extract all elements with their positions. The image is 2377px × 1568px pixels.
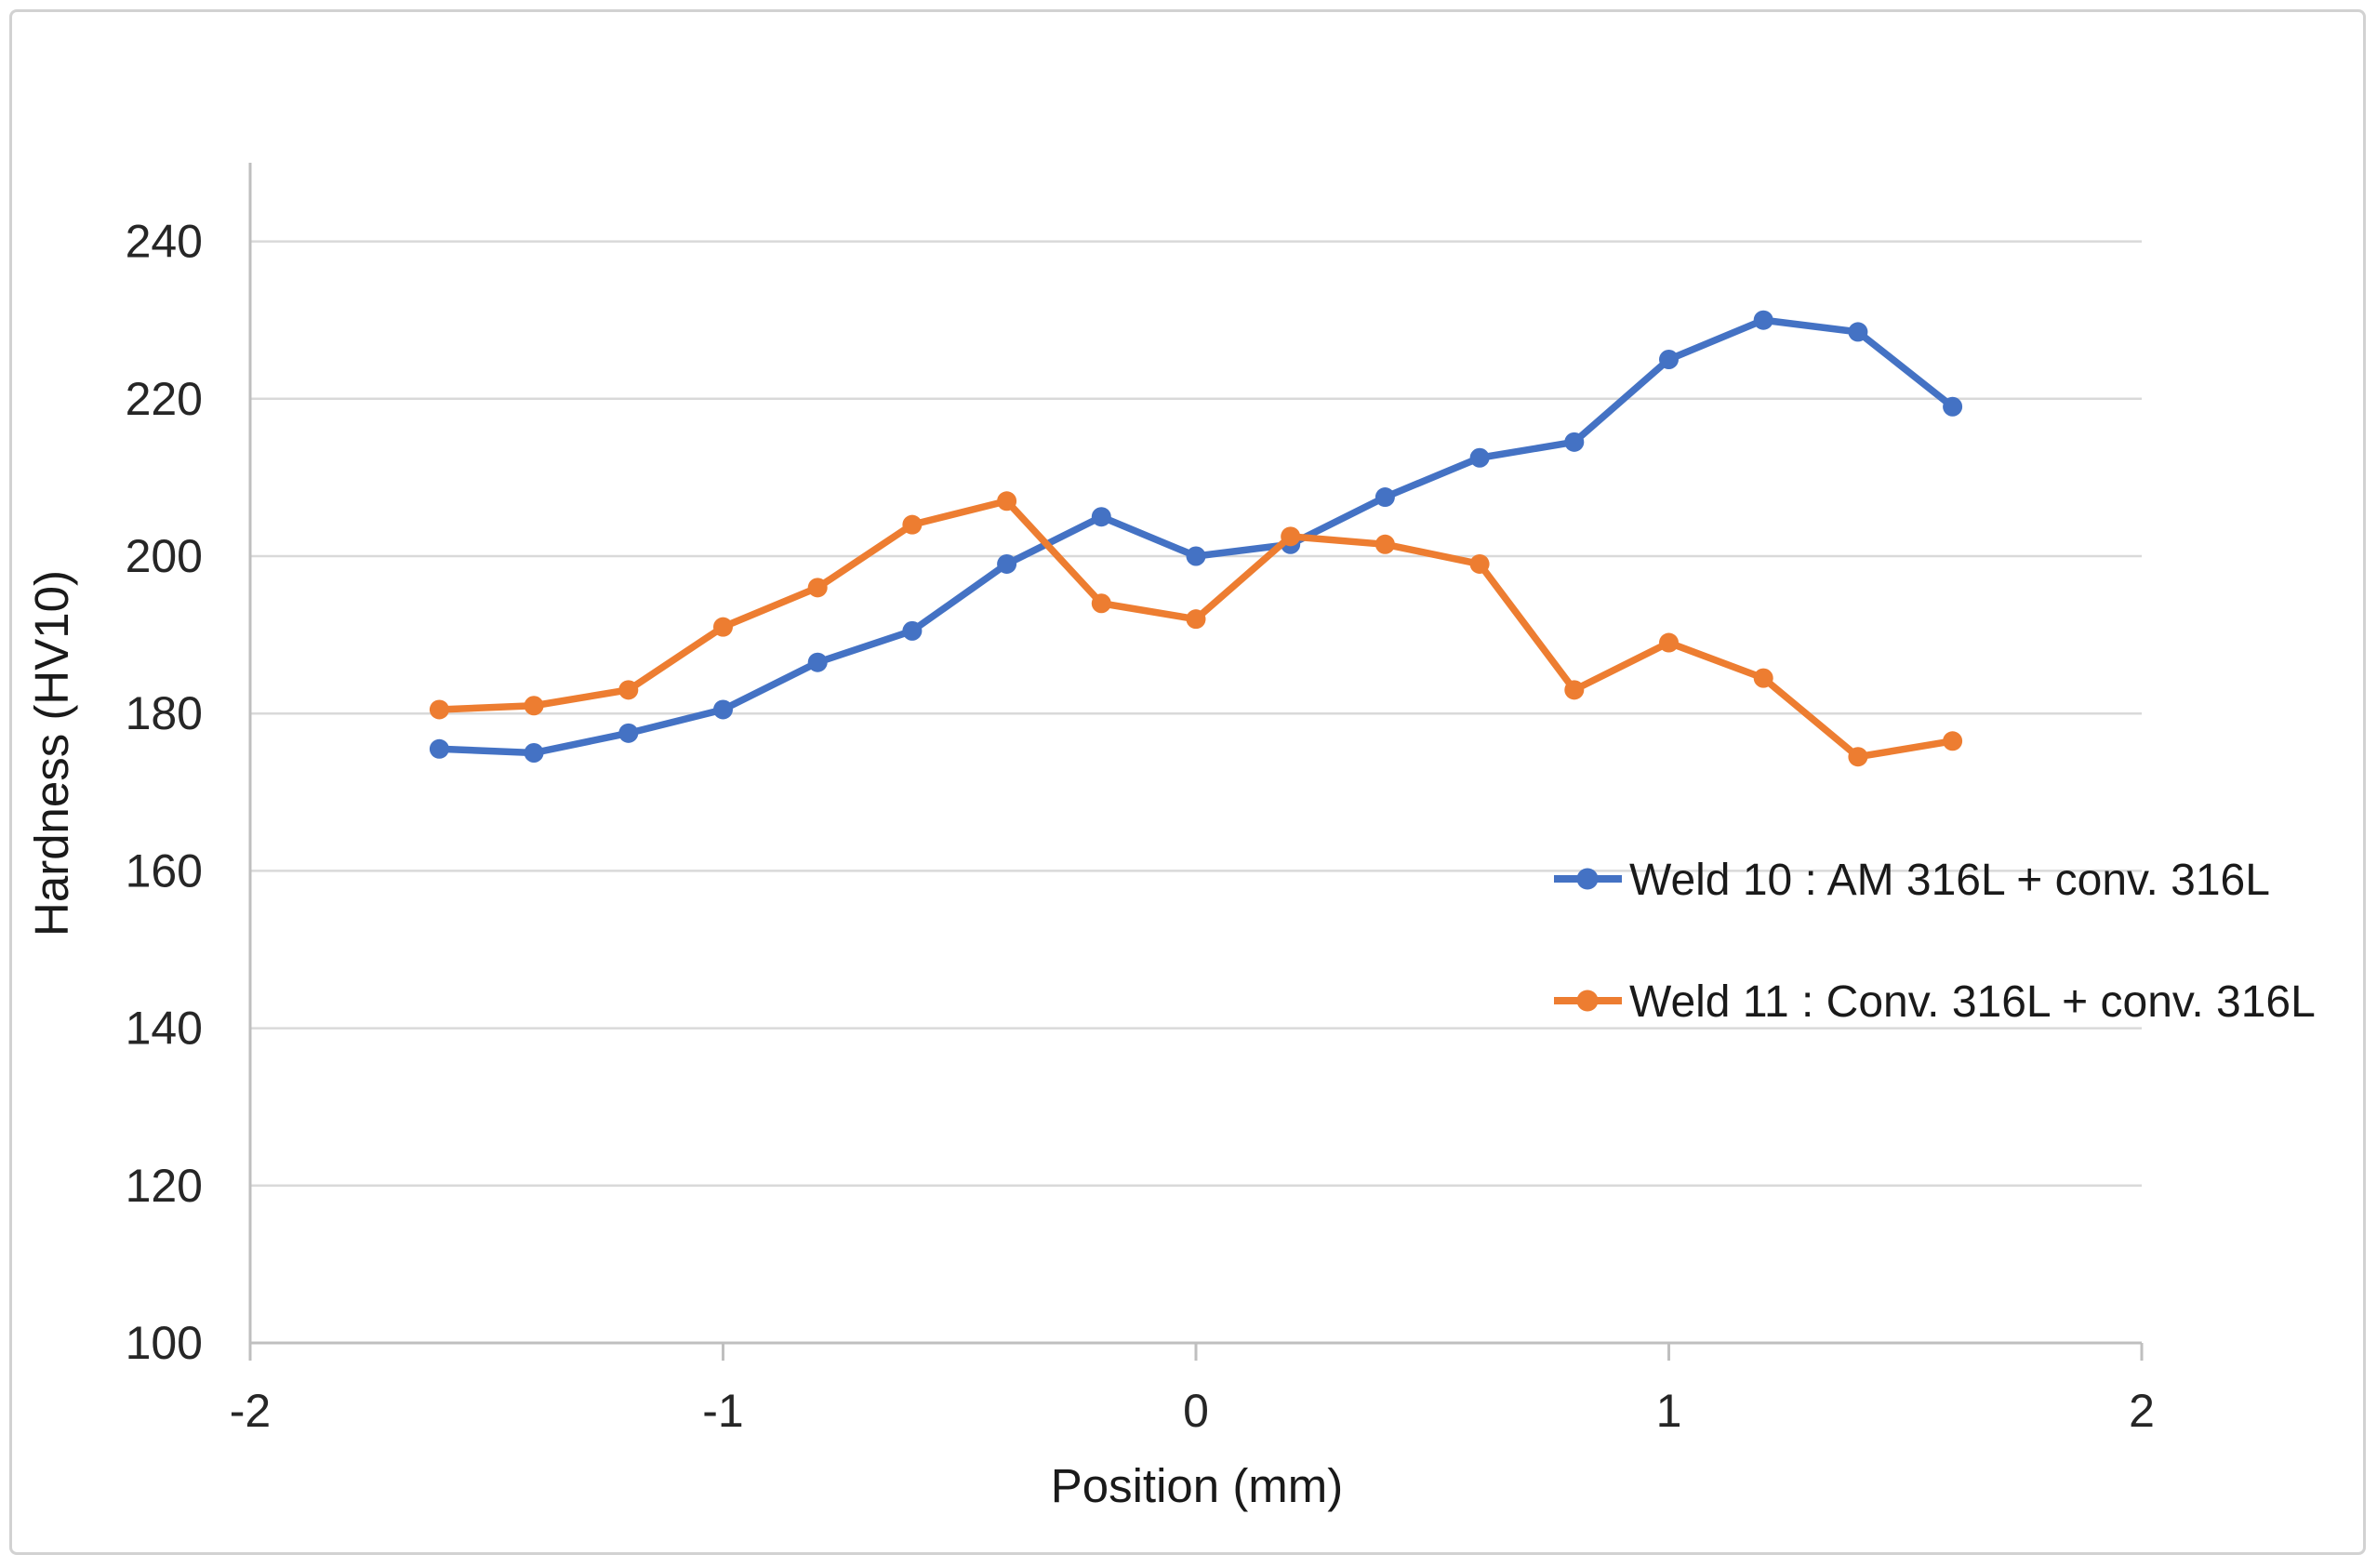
x-tick-label-2: 2 <box>2129 1385 2155 1437</box>
y-axis-title: Hardness (HV10) <box>25 570 78 937</box>
data-point-marker <box>1091 507 1111 527</box>
legend-marker-dot-weld11 <box>1576 990 1599 1012</box>
y-tick-label-240: 240 <box>126 216 203 268</box>
legend-item-weld-11: Weld 11 : Conv. 316L + conv. 316L <box>1554 977 2316 1027</box>
x-tick-label-1: 1 <box>1656 1385 1682 1437</box>
data-point-marker <box>713 699 733 720</box>
data-point-marker <box>807 578 828 598</box>
data-point-marker <box>1186 546 1206 566</box>
y-tick-label-220: 220 <box>126 373 203 425</box>
legend-label-weld10: Weld 10 : AM 316L + conv. 316L <box>1629 856 2270 905</box>
data-point-marker <box>1943 731 1963 751</box>
data-point-marker <box>1659 632 1679 653</box>
gridlines <box>250 240 2142 1345</box>
data-series-group <box>429 310 1963 767</box>
data-point-marker <box>902 514 923 535</box>
data-point-marker <box>524 696 544 716</box>
y-tick-label-100: 100 <box>126 1317 203 1369</box>
data-point-marker <box>429 699 449 720</box>
x-ticks <box>248 1343 2144 1361</box>
data-point-marker <box>524 743 544 763</box>
chart-outer-border <box>9 9 2366 1555</box>
y-tick-label-160: 160 <box>126 844 203 897</box>
data-point-marker <box>1564 680 1585 700</box>
x-axis-title: Position (mm) <box>1051 1459 1344 1512</box>
data-point-marker <box>618 723 639 743</box>
legend: Weld 10 : AM 316L + conv. 316L Weld 11 :… <box>1554 856 2316 1027</box>
data-point-marker <box>1469 447 1490 468</box>
x-tick-label--2: -2 <box>230 1385 271 1437</box>
data-point-marker <box>1374 487 1395 508</box>
data-point-marker <box>1281 526 1301 547</box>
data-point-marker <box>1848 322 1868 342</box>
data-point-marker <box>1753 668 1773 688</box>
y-tick-label-140: 140 <box>126 1003 203 1055</box>
series-line <box>435 498 1957 761</box>
data-point-marker <box>902 620 923 641</box>
data-point-marker <box>1374 534 1395 554</box>
data-point-marker <box>713 617 733 637</box>
legend-marker-dot-weld10 <box>1576 868 1599 890</box>
y-tick-label-200: 200 <box>126 530 203 582</box>
x-tick-label--1: -1 <box>702 1385 743 1437</box>
data-point-marker <box>997 491 1017 512</box>
series-line <box>435 316 1957 757</box>
data-point-marker <box>429 738 449 759</box>
data-point-marker <box>1943 396 1963 417</box>
data-point-marker <box>1564 432 1585 452</box>
data-point-marker <box>1753 310 1773 330</box>
data-point-marker <box>1848 747 1868 767</box>
y-tick-label-120: 120 <box>126 1160 203 1212</box>
x-tick-label-0: 0 <box>1183 1385 1209 1437</box>
data-point-marker <box>1186 609 1206 630</box>
series-weld-11 <box>429 491 1963 767</box>
data-point-marker <box>1659 350 1679 369</box>
legend-label-weld11: Weld 11 : Conv. 316L + conv. 316L <box>1629 977 2316 1027</box>
data-point-marker <box>1091 593 1111 614</box>
y-tick-labels: 100 120 140 160 180 200 220 240 <box>126 216 203 1369</box>
legend-item-weld-10: Weld 10 : AM 316L + conv. 316L <box>1554 856 2270 905</box>
data-point-marker <box>997 553 1017 574</box>
series-weld-10 <box>429 310 1963 763</box>
data-point-marker <box>618 680 639 700</box>
y-tick-label-180: 180 <box>126 687 203 739</box>
data-point-marker <box>1469 553 1490 574</box>
x-tick-labels: -2 -1 0 1 2 <box>230 1385 2155 1437</box>
data-point-marker <box>807 652 828 672</box>
